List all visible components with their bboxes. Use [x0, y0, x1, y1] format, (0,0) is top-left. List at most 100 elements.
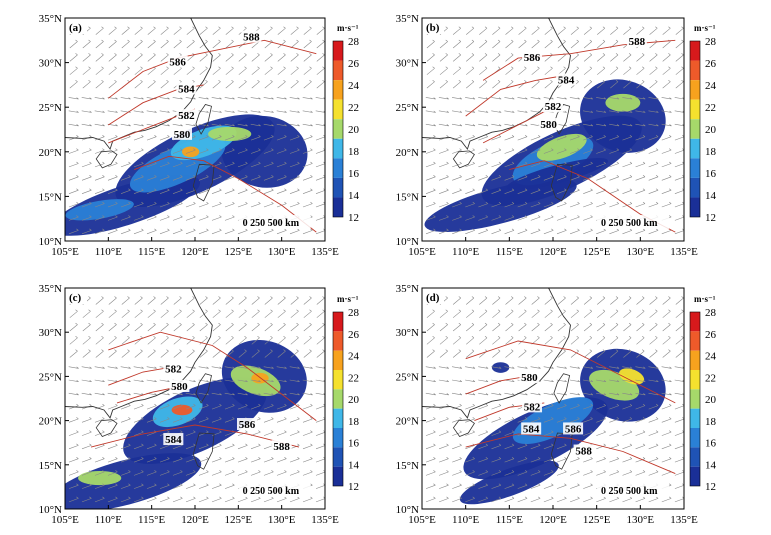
x-tick-label: 105°E: [408, 246, 436, 258]
wind-vector: [198, 443, 209, 450]
wind-vector: [610, 322, 619, 332]
wind-vector: [648, 443, 659, 450]
wind-vector: [146, 215, 157, 221]
wind-vector: [302, 496, 313, 503]
colorbar-swatch: [333, 370, 343, 390]
wind-vector: [675, 39, 684, 49]
wind-vector: [466, 26, 475, 35]
wind-vector: [68, 496, 79, 503]
wind-vector: [185, 392, 196, 396]
wind-vector: [146, 366, 157, 369]
scale-bar-bg: [597, 483, 670, 498]
wind-vector: [173, 296, 182, 305]
wind-vector: [491, 215, 502, 221]
wind-vector: [82, 53, 91, 62]
wind-vector: [636, 66, 645, 75]
wind-vector: [609, 403, 619, 410]
wind-vector: [635, 379, 646, 382]
wind-vector: [224, 148, 235, 154]
island-taiwan: [195, 104, 212, 135]
wind-vector: [302, 228, 313, 235]
wind-speed-area: [491, 362, 510, 373]
wind-vector: [675, 336, 684, 345]
wind-vector: [160, 349, 169, 358]
y-tick-label: 15°N: [39, 191, 62, 203]
wind-vector: [225, 309, 234, 318]
wind-vector: [173, 322, 182, 332]
panel-label: (b): [426, 22, 440, 34]
wind-vector: [531, 39, 540, 49]
wind-vector: [198, 97, 209, 100]
x-tick-label: 115°E: [496, 514, 523, 526]
wind-vector: [107, 392, 118, 396]
wind-vector: [315, 496, 325, 503]
wind-vector: [277, 66, 286, 75]
wind-vector: [478, 123, 489, 127]
wind-vector: [557, 39, 566, 49]
x-tick-label: 120°E: [181, 514, 209, 526]
wind-vector: [303, 349, 312, 358]
wind-vector: [543, 483, 554, 489]
geopotential-contour: [108, 39, 317, 99]
wind-vector: [478, 148, 488, 154]
wind-vector: [530, 228, 541, 235]
wind-vector: [452, 188, 462, 194]
wind-vector: [172, 97, 183, 100]
wind-vector: [425, 366, 436, 369]
coastline: [422, 288, 571, 419]
wind-vector: [172, 417, 183, 423]
wind-vector: [543, 134, 554, 141]
wind-vector: [172, 483, 183, 489]
wind-vector: [94, 175, 105, 181]
wind-vector: [198, 470, 209, 476]
wind-vector: [596, 443, 606, 450]
wind-vector: [452, 215, 462, 221]
wind-vector: [531, 349, 540, 358]
wind-vector: [133, 201, 144, 208]
wind-vector: [517, 161, 528, 168]
wind-vector: [237, 392, 248, 396]
coastline: [65, 288, 213, 419]
wind-vector: [185, 443, 196, 450]
wind-vector: [160, 79, 169, 89]
wind-vector: [597, 79, 606, 89]
wind-vector: [159, 470, 170, 476]
wind-vector: [134, 349, 143, 358]
wind-vector: [251, 296, 260, 305]
wind-vector: [438, 110, 449, 113]
wind-vector: [518, 309, 527, 318]
wind-vector: [172, 215, 183, 221]
contour-label-bg: [167, 55, 188, 68]
wind-vector: [290, 296, 299, 305]
wind-vector: [674, 470, 684, 476]
wind-vector: [159, 201, 170, 208]
wind-vector: [68, 417, 79, 423]
wind-vector: [147, 349, 156, 358]
contour-label-bg: [176, 109, 197, 122]
colorbar-level-label: 14: [705, 190, 717, 202]
wind-vector: [661, 392, 672, 396]
wind-vector: [491, 228, 502, 235]
wind-vector: [438, 215, 449, 221]
wind-vector: [635, 430, 646, 436]
wind-vector: [425, 188, 436, 194]
wind-vector: [147, 309, 156, 318]
wind-vector: [530, 496, 541, 503]
wind-vector: [623, 296, 632, 305]
wind-vector: [94, 417, 105, 423]
wind-vector: [505, 336, 514, 345]
wind-vector: [211, 97, 222, 100]
wind-vector: [478, 456, 488, 463]
wind-vector: [198, 483, 209, 489]
wind-vector: [107, 175, 118, 181]
wind-vector: [211, 188, 222, 194]
wind-vector: [649, 79, 658, 89]
wind-vector: [596, 110, 607, 113]
wind-vector: [583, 134, 593, 141]
wind-vector: [569, 496, 580, 503]
wind-vector: [199, 66, 208, 75]
wind-vector: [146, 134, 157, 141]
wind-vector: [597, 349, 606, 358]
wind-vector: [425, 97, 436, 100]
wind-vector: [582, 123, 594, 127]
